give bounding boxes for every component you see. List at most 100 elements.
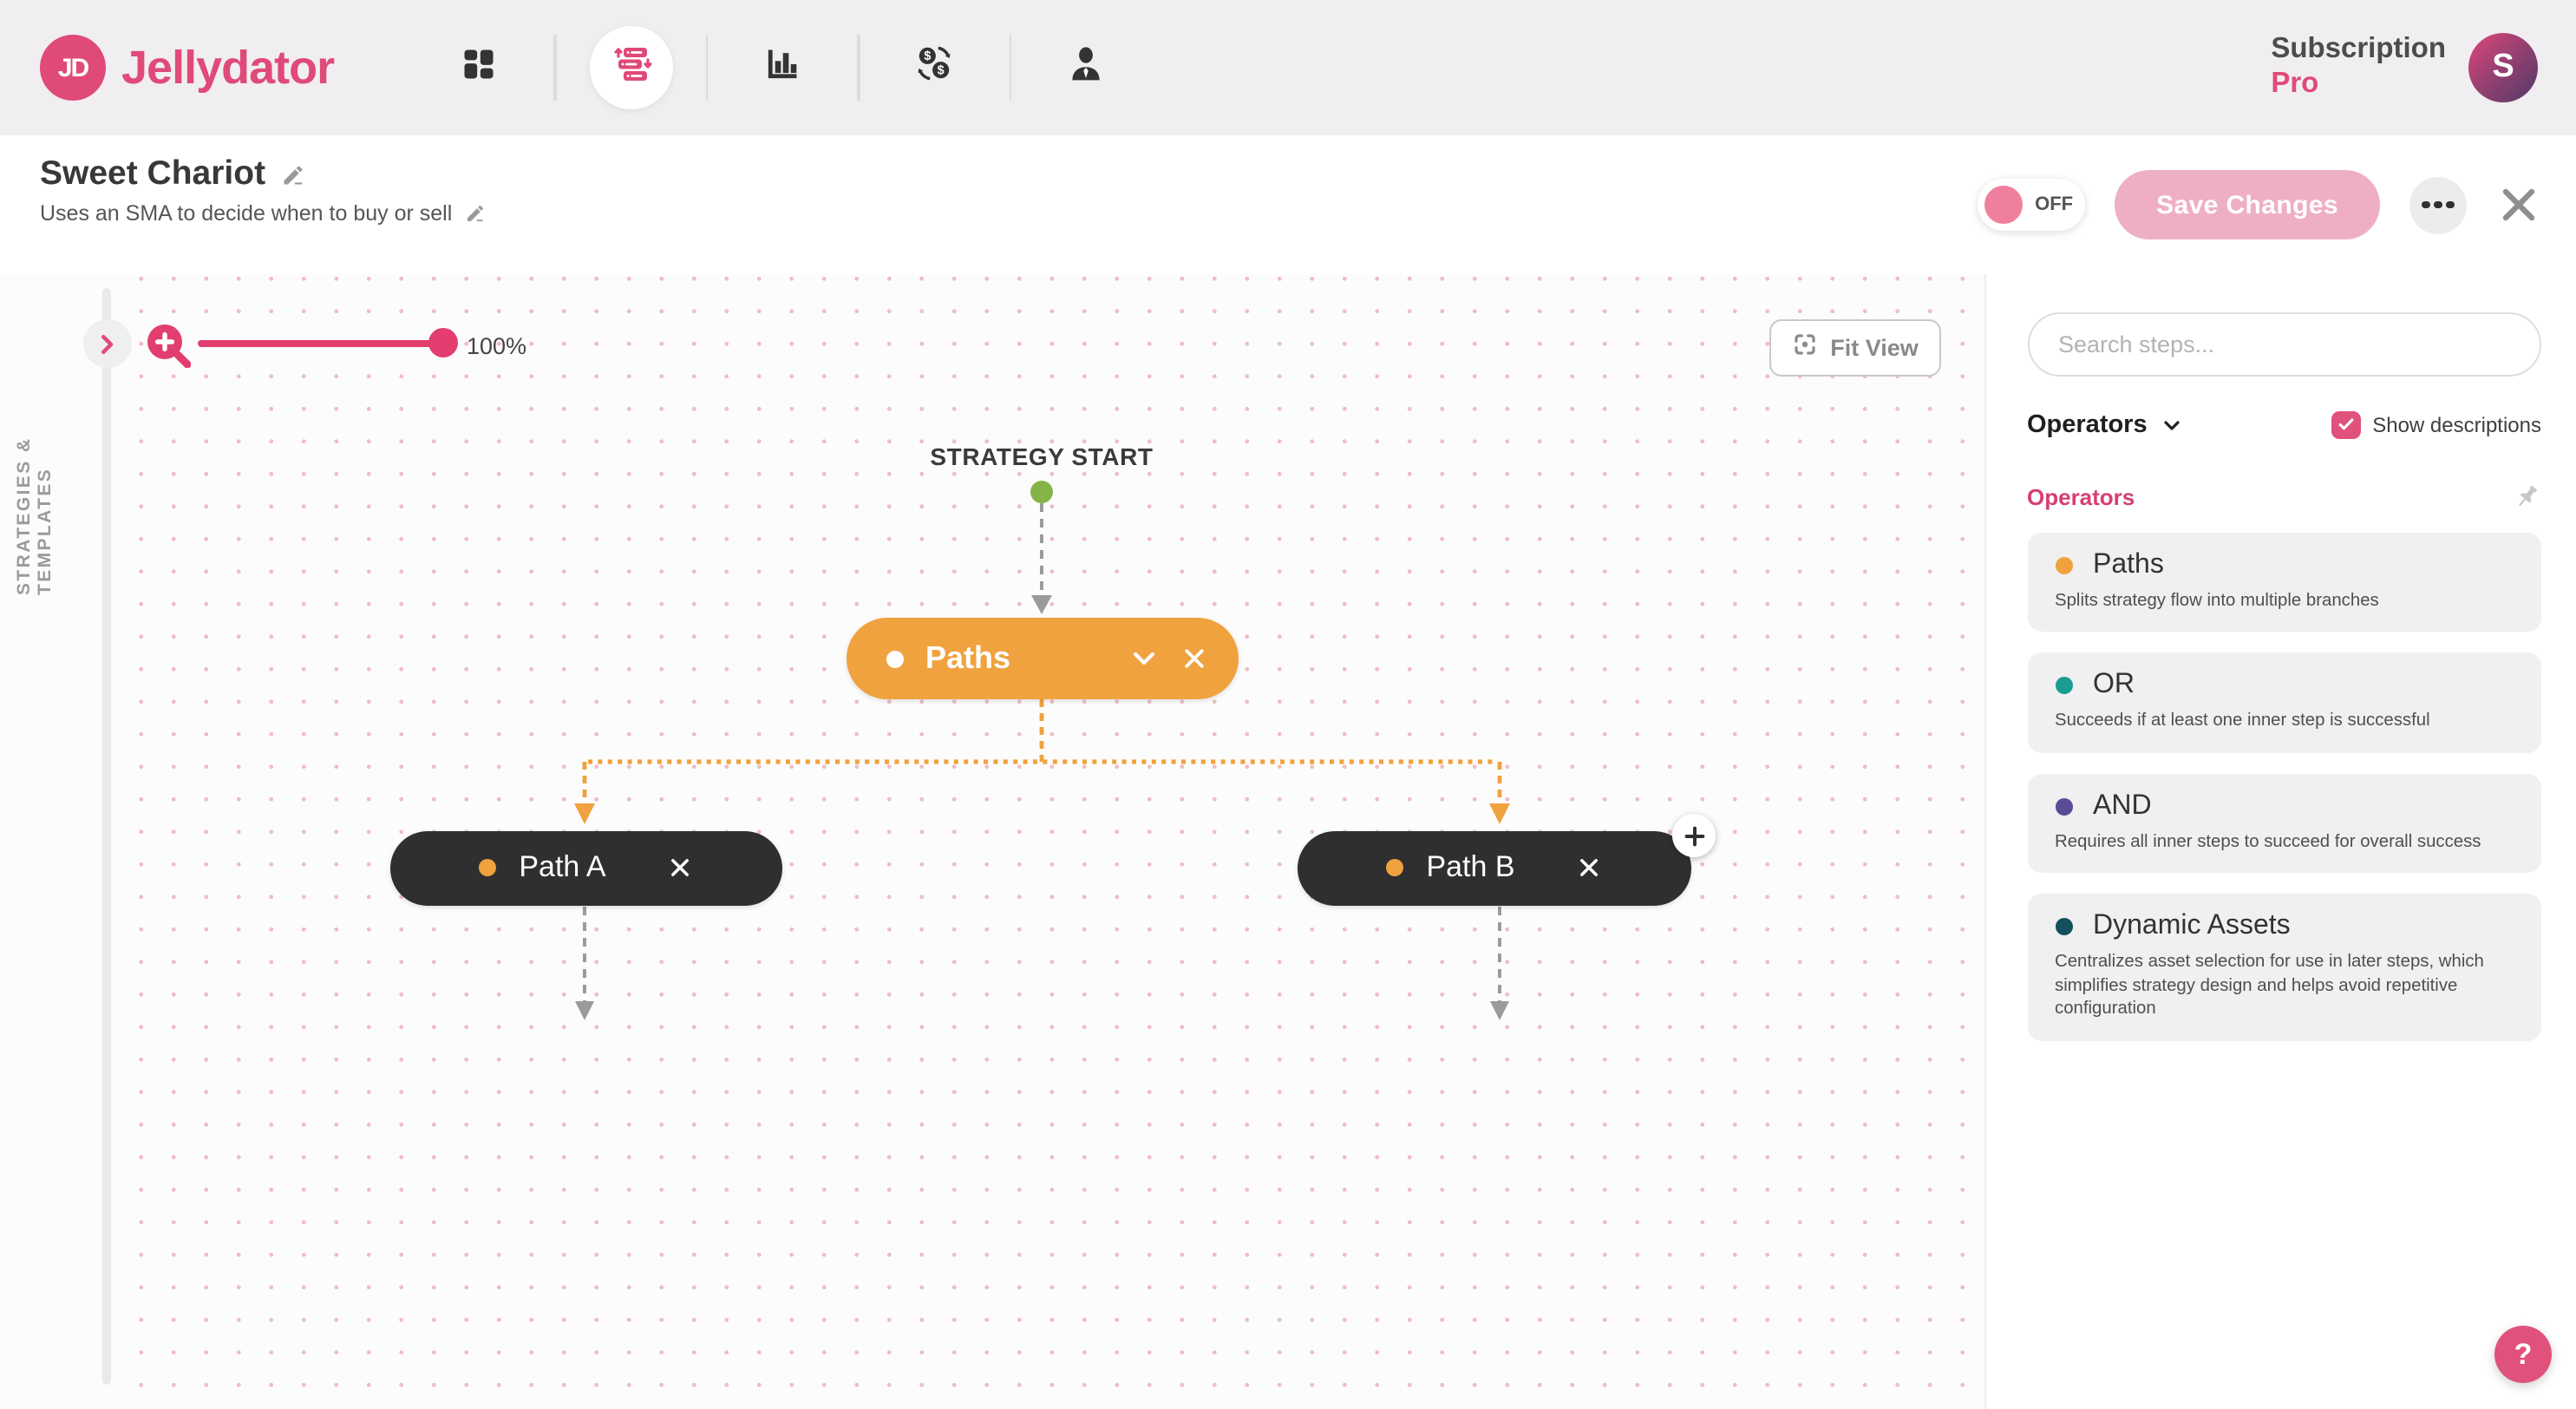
step-description: Splits strategy flow into multiple branc… xyxy=(2055,592,2379,611)
fit-view-icon xyxy=(1792,332,1818,364)
subscription-label: Subscription xyxy=(2271,33,2446,65)
left-panel-divider xyxy=(102,288,111,1385)
person-icon xyxy=(1067,44,1105,91)
strategy-title: Sweet Chariot xyxy=(40,154,266,193)
ellipsis-icon xyxy=(2422,200,2430,209)
show-descriptions-toggle[interactable]: Show descriptions xyxy=(2331,410,2541,439)
step-description: Centralizes asset selection for use in l… xyxy=(2055,953,2484,1019)
close-icon xyxy=(671,859,690,877)
step-name: Paths xyxy=(2093,550,2164,580)
save-changes-button[interactable]: Save Changes xyxy=(2115,170,2380,239)
node-path-b[interactable]: Path B xyxy=(1298,830,1690,906)
delete-node-button[interactable] xyxy=(1578,856,1602,881)
step-name: Dynamic Assets xyxy=(2093,911,2291,941)
step-item-or[interactable]: OR Succeeds if at least one inner step i… xyxy=(2027,652,2541,753)
expand-left-panel-button[interactable] xyxy=(82,319,131,368)
nav-account-button[interactable] xyxy=(1044,26,1128,109)
step-description: Requires all inner steps to succeed for … xyxy=(2055,832,2481,852)
strategy-header: Sweet Chariot Uses an SMA to decide when… xyxy=(0,135,2576,274)
collapse-node-button[interactable] xyxy=(1128,644,1158,673)
plus-icon xyxy=(1684,825,1704,846)
strategy-subtitle: Uses an SMA to decide when to buy or sel… xyxy=(40,201,453,226)
subscription-status[interactable]: Subscription Pro xyxy=(2271,33,2446,102)
strategy-builder-icon xyxy=(610,43,651,93)
step-color-dot xyxy=(2055,557,2072,574)
step-name: OR xyxy=(2093,670,2135,700)
strategy-power-toggle[interactable]: OFF xyxy=(1978,179,2086,231)
steps-sidebar: Operators Show descriptions Operators xyxy=(1984,274,2576,1409)
close-editor-button[interactable] xyxy=(2496,182,2541,227)
toggle-knob xyxy=(1984,186,2024,224)
pin-icon xyxy=(2519,485,2538,507)
dashboard-icon xyxy=(460,44,498,91)
nav-separator xyxy=(553,35,556,101)
step-item-dynamic-assets[interactable]: Dynamic Assets Centralizes asset selecti… xyxy=(2027,894,2541,1041)
chevron-down-icon xyxy=(2164,420,2180,430)
more-options-button[interactable] xyxy=(2409,176,2467,233)
close-icon xyxy=(1184,649,1203,668)
operators-section-title: Operators xyxy=(2027,484,2135,510)
help-button[interactable]: ? xyxy=(2494,1326,2552,1383)
pin-section-button[interactable] xyxy=(2512,482,2541,512)
zoom-slider-handle[interactable] xyxy=(428,328,458,357)
nav-dashboard-button[interactable] xyxy=(437,26,520,109)
top-navbar: JD Jellydator xyxy=(0,0,2576,135)
close-icon xyxy=(1580,859,1599,877)
node-label: Paths xyxy=(925,640,1011,675)
strategy-start-label: STRATEGY START xyxy=(930,442,1154,470)
zoom-percentage: 100% xyxy=(467,333,527,359)
fit-view-label: Fit View xyxy=(1830,334,1919,361)
node-paths-operator[interactable]: Paths xyxy=(846,618,1238,699)
subscription-plan: Pro xyxy=(2271,68,2319,99)
step-name: AND xyxy=(2093,790,2152,821)
user-avatar[interactable]: S xyxy=(2468,33,2538,102)
strategies-templates-rail-label: STRATEGIES & TEMPLATES xyxy=(14,436,56,595)
add-path-button[interactable] xyxy=(1672,814,1716,857)
nav-separator xyxy=(705,35,708,101)
node-label: Path B xyxy=(1426,850,1515,884)
nav-exchange-button[interactable]: $ $ xyxy=(892,26,976,109)
node-type-dot xyxy=(479,859,497,877)
brand-name: Jellydator xyxy=(121,41,335,93)
node-path-a[interactable]: Path A xyxy=(389,830,782,906)
category-selector[interactable]: Operators xyxy=(2027,411,2182,439)
node-type-dot xyxy=(1386,859,1404,877)
step-item-and[interactable]: AND Requires all inner steps to succeed … xyxy=(2027,773,2541,874)
chevron-right-icon xyxy=(101,334,114,353)
step-item-paths[interactable]: Paths Splits strategy flow into multiple… xyxy=(2027,533,2541,632)
close-icon xyxy=(2502,188,2535,221)
step-color-dot xyxy=(2055,797,2072,816)
edit-subtitle-icon[interactable] xyxy=(464,203,485,224)
brand-logo-icon: JD xyxy=(40,35,106,101)
svg-text:$: $ xyxy=(924,49,931,63)
node-type-dot xyxy=(886,650,903,667)
strategy-start-handle[interactable] xyxy=(1030,480,1053,502)
edit-title-icon[interactable] xyxy=(281,162,305,187)
delete-node-button[interactable] xyxy=(669,856,693,881)
navbar-right: Subscription Pro S xyxy=(2271,0,2538,135)
toggle-state-label: OFF xyxy=(2035,193,2074,214)
zoom-in-icon[interactable] xyxy=(146,323,192,369)
bar-chart-icon xyxy=(763,44,801,91)
main-navigation: $ $ xyxy=(437,0,1128,135)
strategy-canvas[interactable]: STRATEGIES & TEMPLATES 100% Fi xyxy=(0,274,1984,1409)
currency-exchange-icon: $ $ xyxy=(914,43,954,92)
nav-separator xyxy=(857,35,860,101)
brand-logo[interactable]: JD Jellydator xyxy=(40,0,335,135)
node-label: Path A xyxy=(519,850,606,884)
svg-text:$: $ xyxy=(938,63,945,77)
step-color-dot xyxy=(2055,677,2072,695)
step-description: Succeeds if at least one inner step is s… xyxy=(2055,711,2430,731)
step-color-dot xyxy=(2055,918,2072,936)
zoom-slider[interactable] xyxy=(198,328,458,357)
show-descriptions-label: Show descriptions xyxy=(2372,412,2541,437)
chevron-down-icon xyxy=(1132,652,1154,665)
nav-strategy-builder-button[interactable] xyxy=(589,26,672,109)
search-steps-input[interactable] xyxy=(2027,312,2541,376)
nav-separator xyxy=(1009,35,1011,101)
nav-analytics-button[interactable] xyxy=(741,26,824,109)
fit-view-button[interactable]: Fit View xyxy=(1769,318,1941,377)
checkbox-checked-icon xyxy=(2331,410,2361,439)
delete-node-button[interactable] xyxy=(1180,646,1206,672)
